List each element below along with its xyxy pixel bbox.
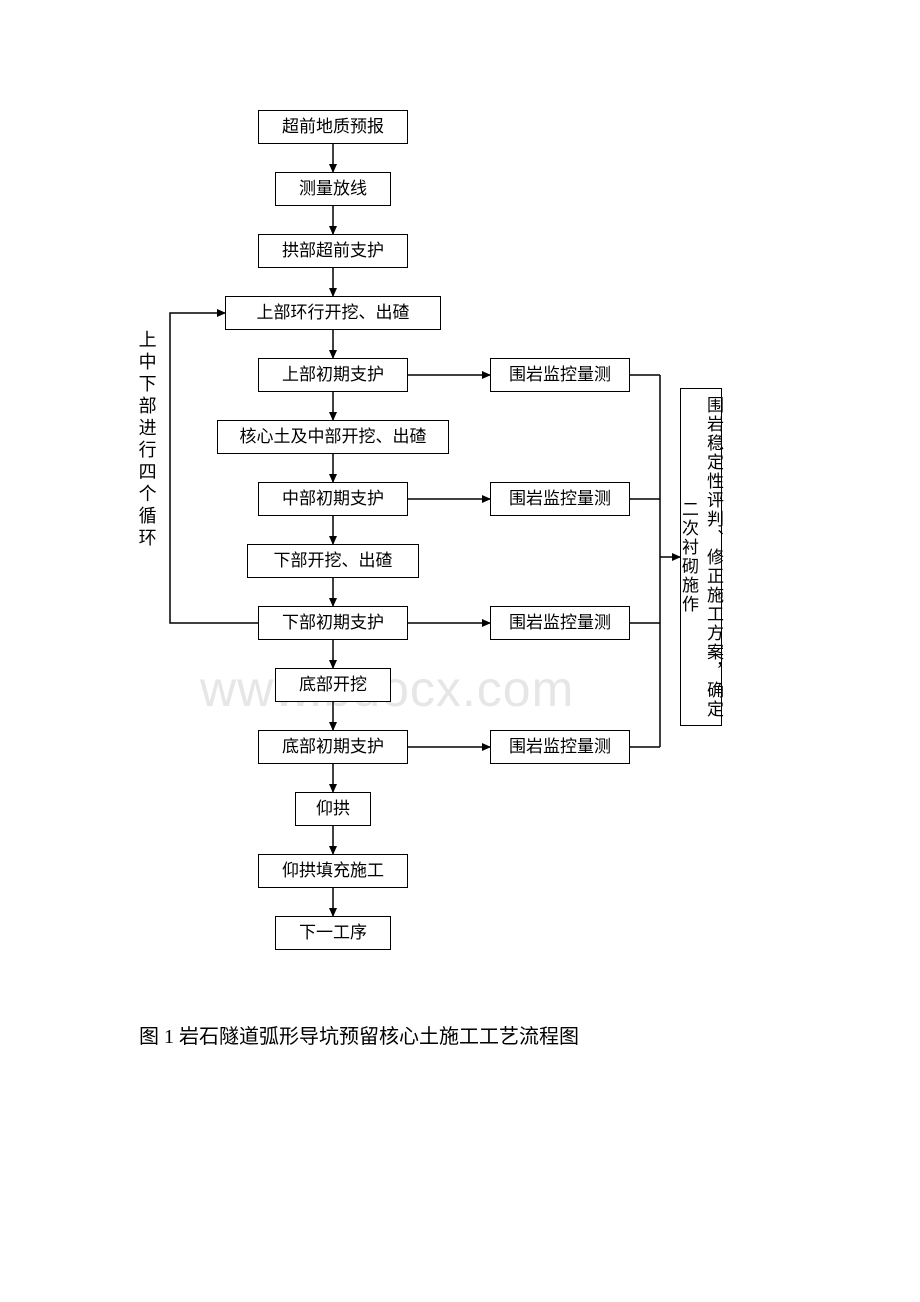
node-label: 中部初期支护 bbox=[282, 488, 384, 510]
node-geological-forecast: 超前地质预报 bbox=[258, 110, 408, 144]
loop-label: 上中下部进行四个循环 bbox=[135, 330, 157, 550]
node-monitor-4: 围岩监控量测 bbox=[490, 730, 630, 764]
node-arch-advance-support: 拱部超前支护 bbox=[258, 234, 408, 268]
node-label: 仰拱填充施工 bbox=[282, 860, 384, 882]
node-lower-initial-support: 下部初期支护 bbox=[258, 606, 408, 640]
node-label: 测量放线 bbox=[299, 178, 367, 200]
node-label: 围岩稳定性评判、修正施工方案，确定二次衬砌施作 bbox=[676, 395, 726, 719]
node-label: 下部开挖、出碴 bbox=[274, 550, 393, 572]
node-middle-initial-support: 中部初期支护 bbox=[258, 482, 408, 516]
connector-lines bbox=[0, 0, 920, 1302]
node-label: 核心土及中部开挖、出碴 bbox=[240, 426, 427, 448]
node-label: 上部初期支护 bbox=[282, 364, 384, 386]
node-bottom-initial-support: 底部初期支护 bbox=[258, 730, 408, 764]
node-label: 仰拱 bbox=[316, 798, 350, 820]
node-label: 超前地质预报 bbox=[282, 116, 384, 138]
node-upper-initial-support: 上部初期支护 bbox=[258, 358, 408, 392]
node-label: 围岩监控量测 bbox=[509, 488, 611, 510]
node-invert-fill: 仰拱填充施工 bbox=[258, 854, 408, 888]
node-survey-layout: 测量放线 bbox=[275, 172, 391, 206]
node-label: 下部初期支护 bbox=[282, 612, 384, 634]
flowchart-diagram: www.bdocx.com 超前地质预报 测量放线 拱部超前支护 上部环行开挖、… bbox=[0, 0, 920, 1302]
node-label: 围岩监控量测 bbox=[509, 736, 611, 758]
node-label: 底部初期支护 bbox=[282, 736, 384, 758]
node-label: 围岩监控量测 bbox=[509, 364, 611, 386]
node-label: 上部环行开挖、出碴 bbox=[257, 302, 410, 324]
node-upper-excavation: 上部环行开挖、出碴 bbox=[225, 296, 441, 330]
node-label: 下一工序 bbox=[299, 922, 367, 944]
node-lower-excavation: 下部开挖、出碴 bbox=[247, 544, 419, 578]
node-monitor-2: 围岩监控量测 bbox=[490, 482, 630, 516]
node-core-middle-excavation: 核心土及中部开挖、出碴 bbox=[217, 420, 449, 454]
node-next-step: 下一工序 bbox=[275, 916, 391, 950]
figure-caption: 图 1 岩石隧道弧形导坑预留核心土施工工艺流程图 bbox=[139, 1020, 579, 1049]
node-monitor-3: 围岩监控量测 bbox=[490, 606, 630, 640]
node-label: 拱部超前支护 bbox=[282, 240, 384, 262]
node-monitor-1: 围岩监控量测 bbox=[490, 358, 630, 392]
node-stability-eval: 围岩稳定性评判、修正施工方案，确定二次衬砌施作 bbox=[680, 388, 722, 726]
node-bottom-excavation: 底部开挖 bbox=[275, 668, 391, 702]
node-invert-arch: 仰拱 bbox=[295, 792, 371, 826]
node-label: 围岩监控量测 bbox=[509, 612, 611, 634]
node-label: 底部开挖 bbox=[299, 674, 367, 696]
